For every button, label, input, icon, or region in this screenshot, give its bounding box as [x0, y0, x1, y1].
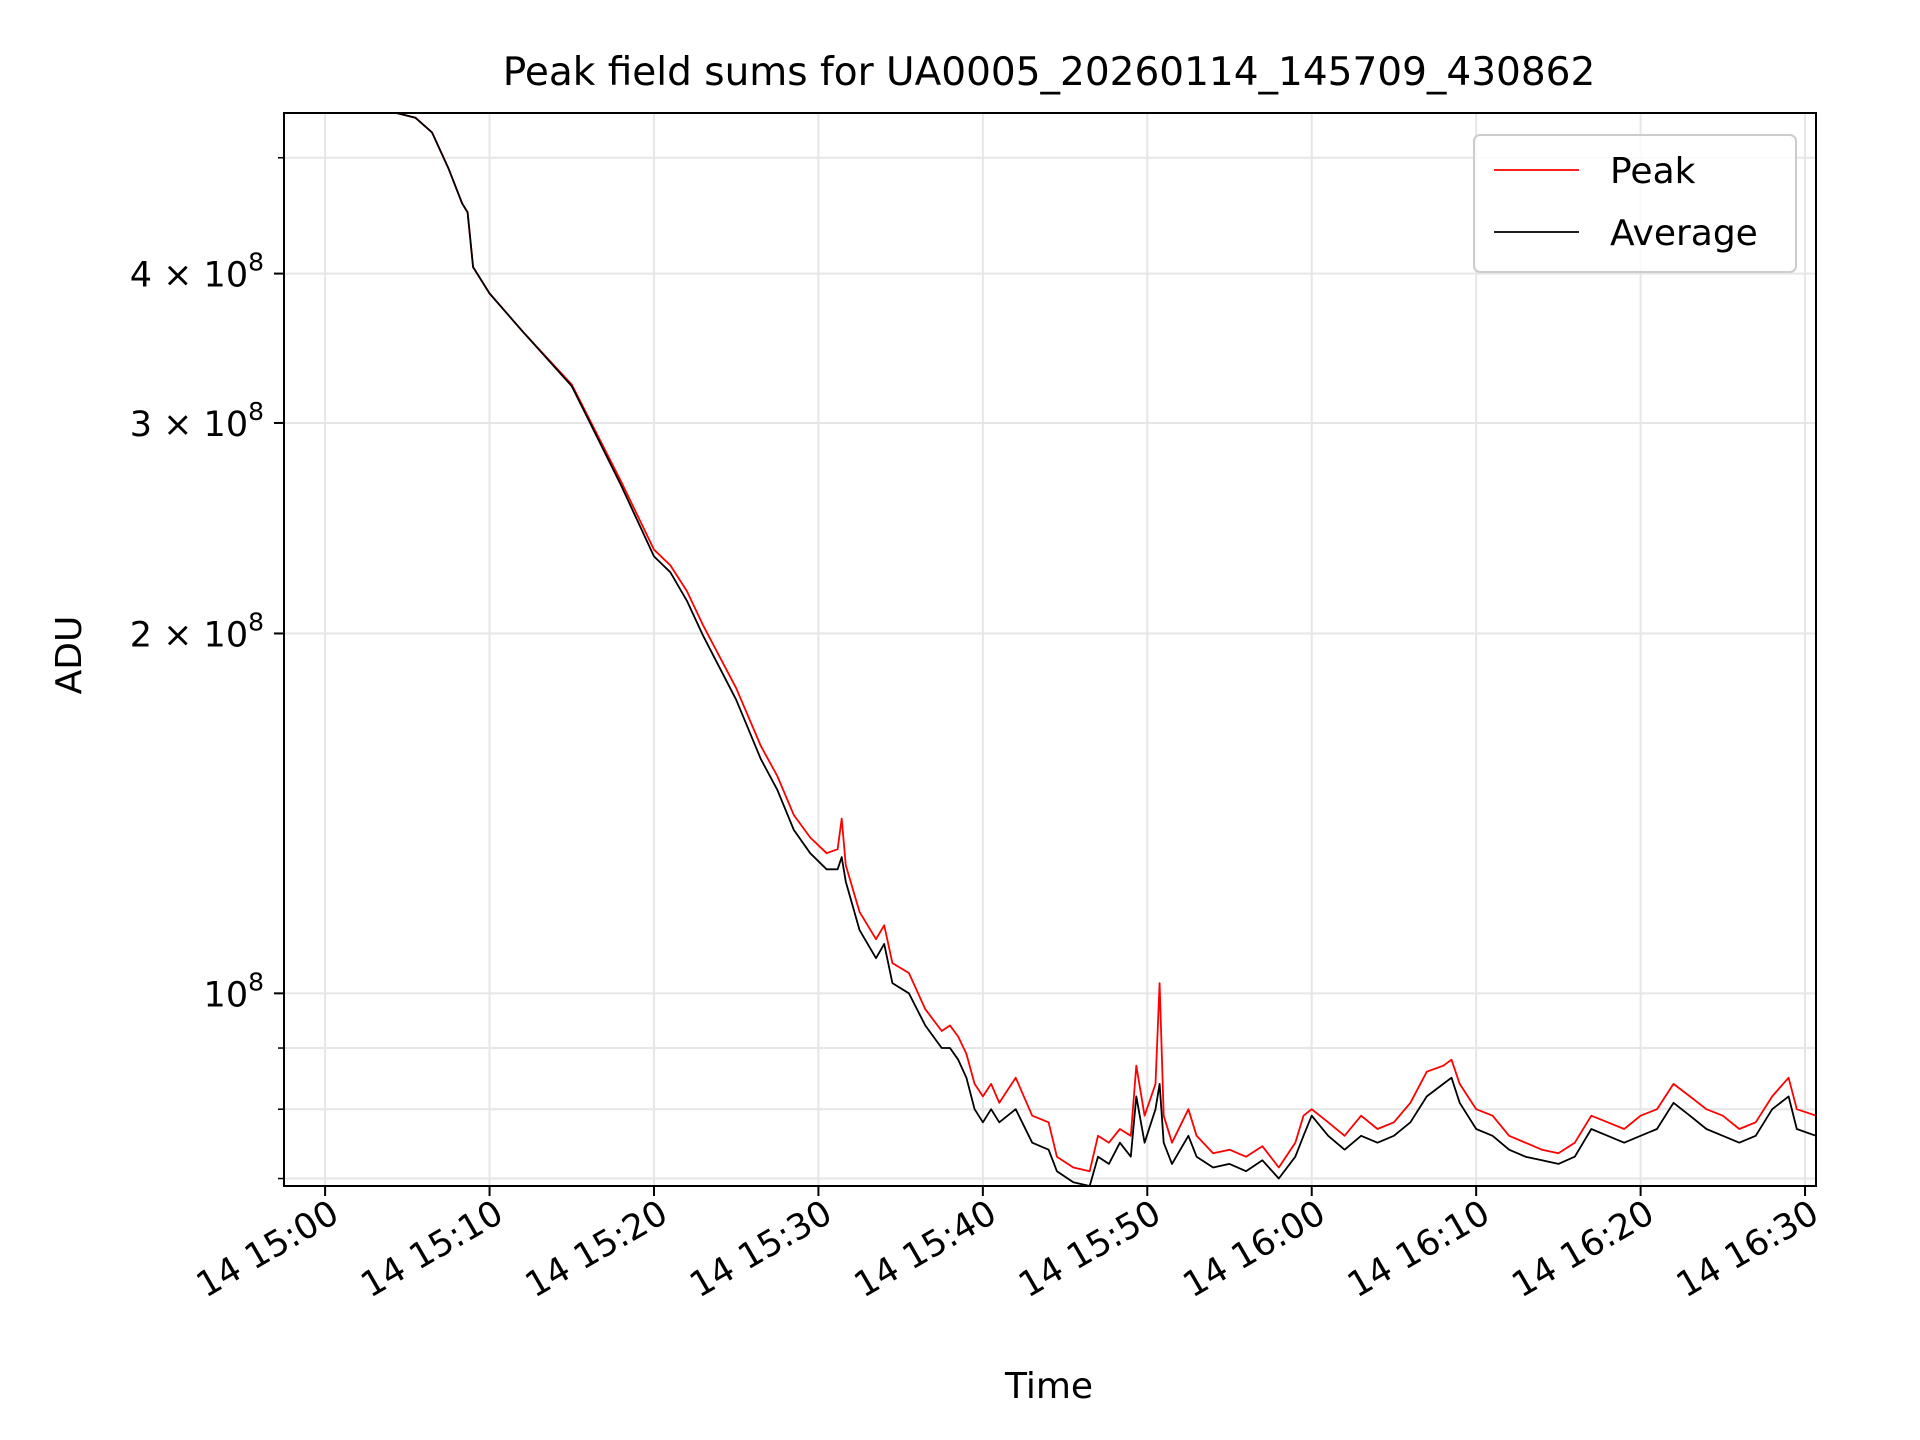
legend: Peak Average — [1473, 134, 1797, 273]
series-lines — [284, 113, 1816, 1186]
plot-frame — [283, 112, 1817, 1187]
y-tick-label-exponent: 8 — [248, 248, 264, 277]
y-tick-label-base: 10 — [204, 975, 249, 1015]
y-tick-label: 2 × 108 — [130, 607, 264, 655]
y-tick-label: 108 — [204, 967, 264, 1015]
y-axis-label: ADU — [49, 616, 90, 695]
y-tick-label-base: 3 × 10 — [130, 405, 248, 445]
legend-label-peak: Peak — [1610, 151, 1696, 192]
y-tick-label: 4 × 108 — [130, 248, 264, 296]
y-tick-label-base: 4 × 10 — [130, 256, 248, 296]
y-tick-label-exponent: 8 — [248, 607, 264, 636]
y-tick-label: 3 × 108 — [130, 397, 264, 445]
chart-title: Peak field sums for UA0005_20260114_1457… — [503, 50, 1596, 95]
grid-lines — [284, 113, 1816, 1186]
legend-label-average: Average — [1610, 213, 1758, 254]
series-line-peak — [284, 113, 1816, 1173]
x-axis-label: Time — [1004, 1366, 1093, 1407]
y-tick-label-exponent: 8 — [248, 967, 264, 996]
y-tick-label-exponent: 8 — [248, 397, 264, 426]
series-line-average — [284, 113, 1816, 1186]
y-tick-label-base: 2 × 10 — [130, 615, 248, 655]
